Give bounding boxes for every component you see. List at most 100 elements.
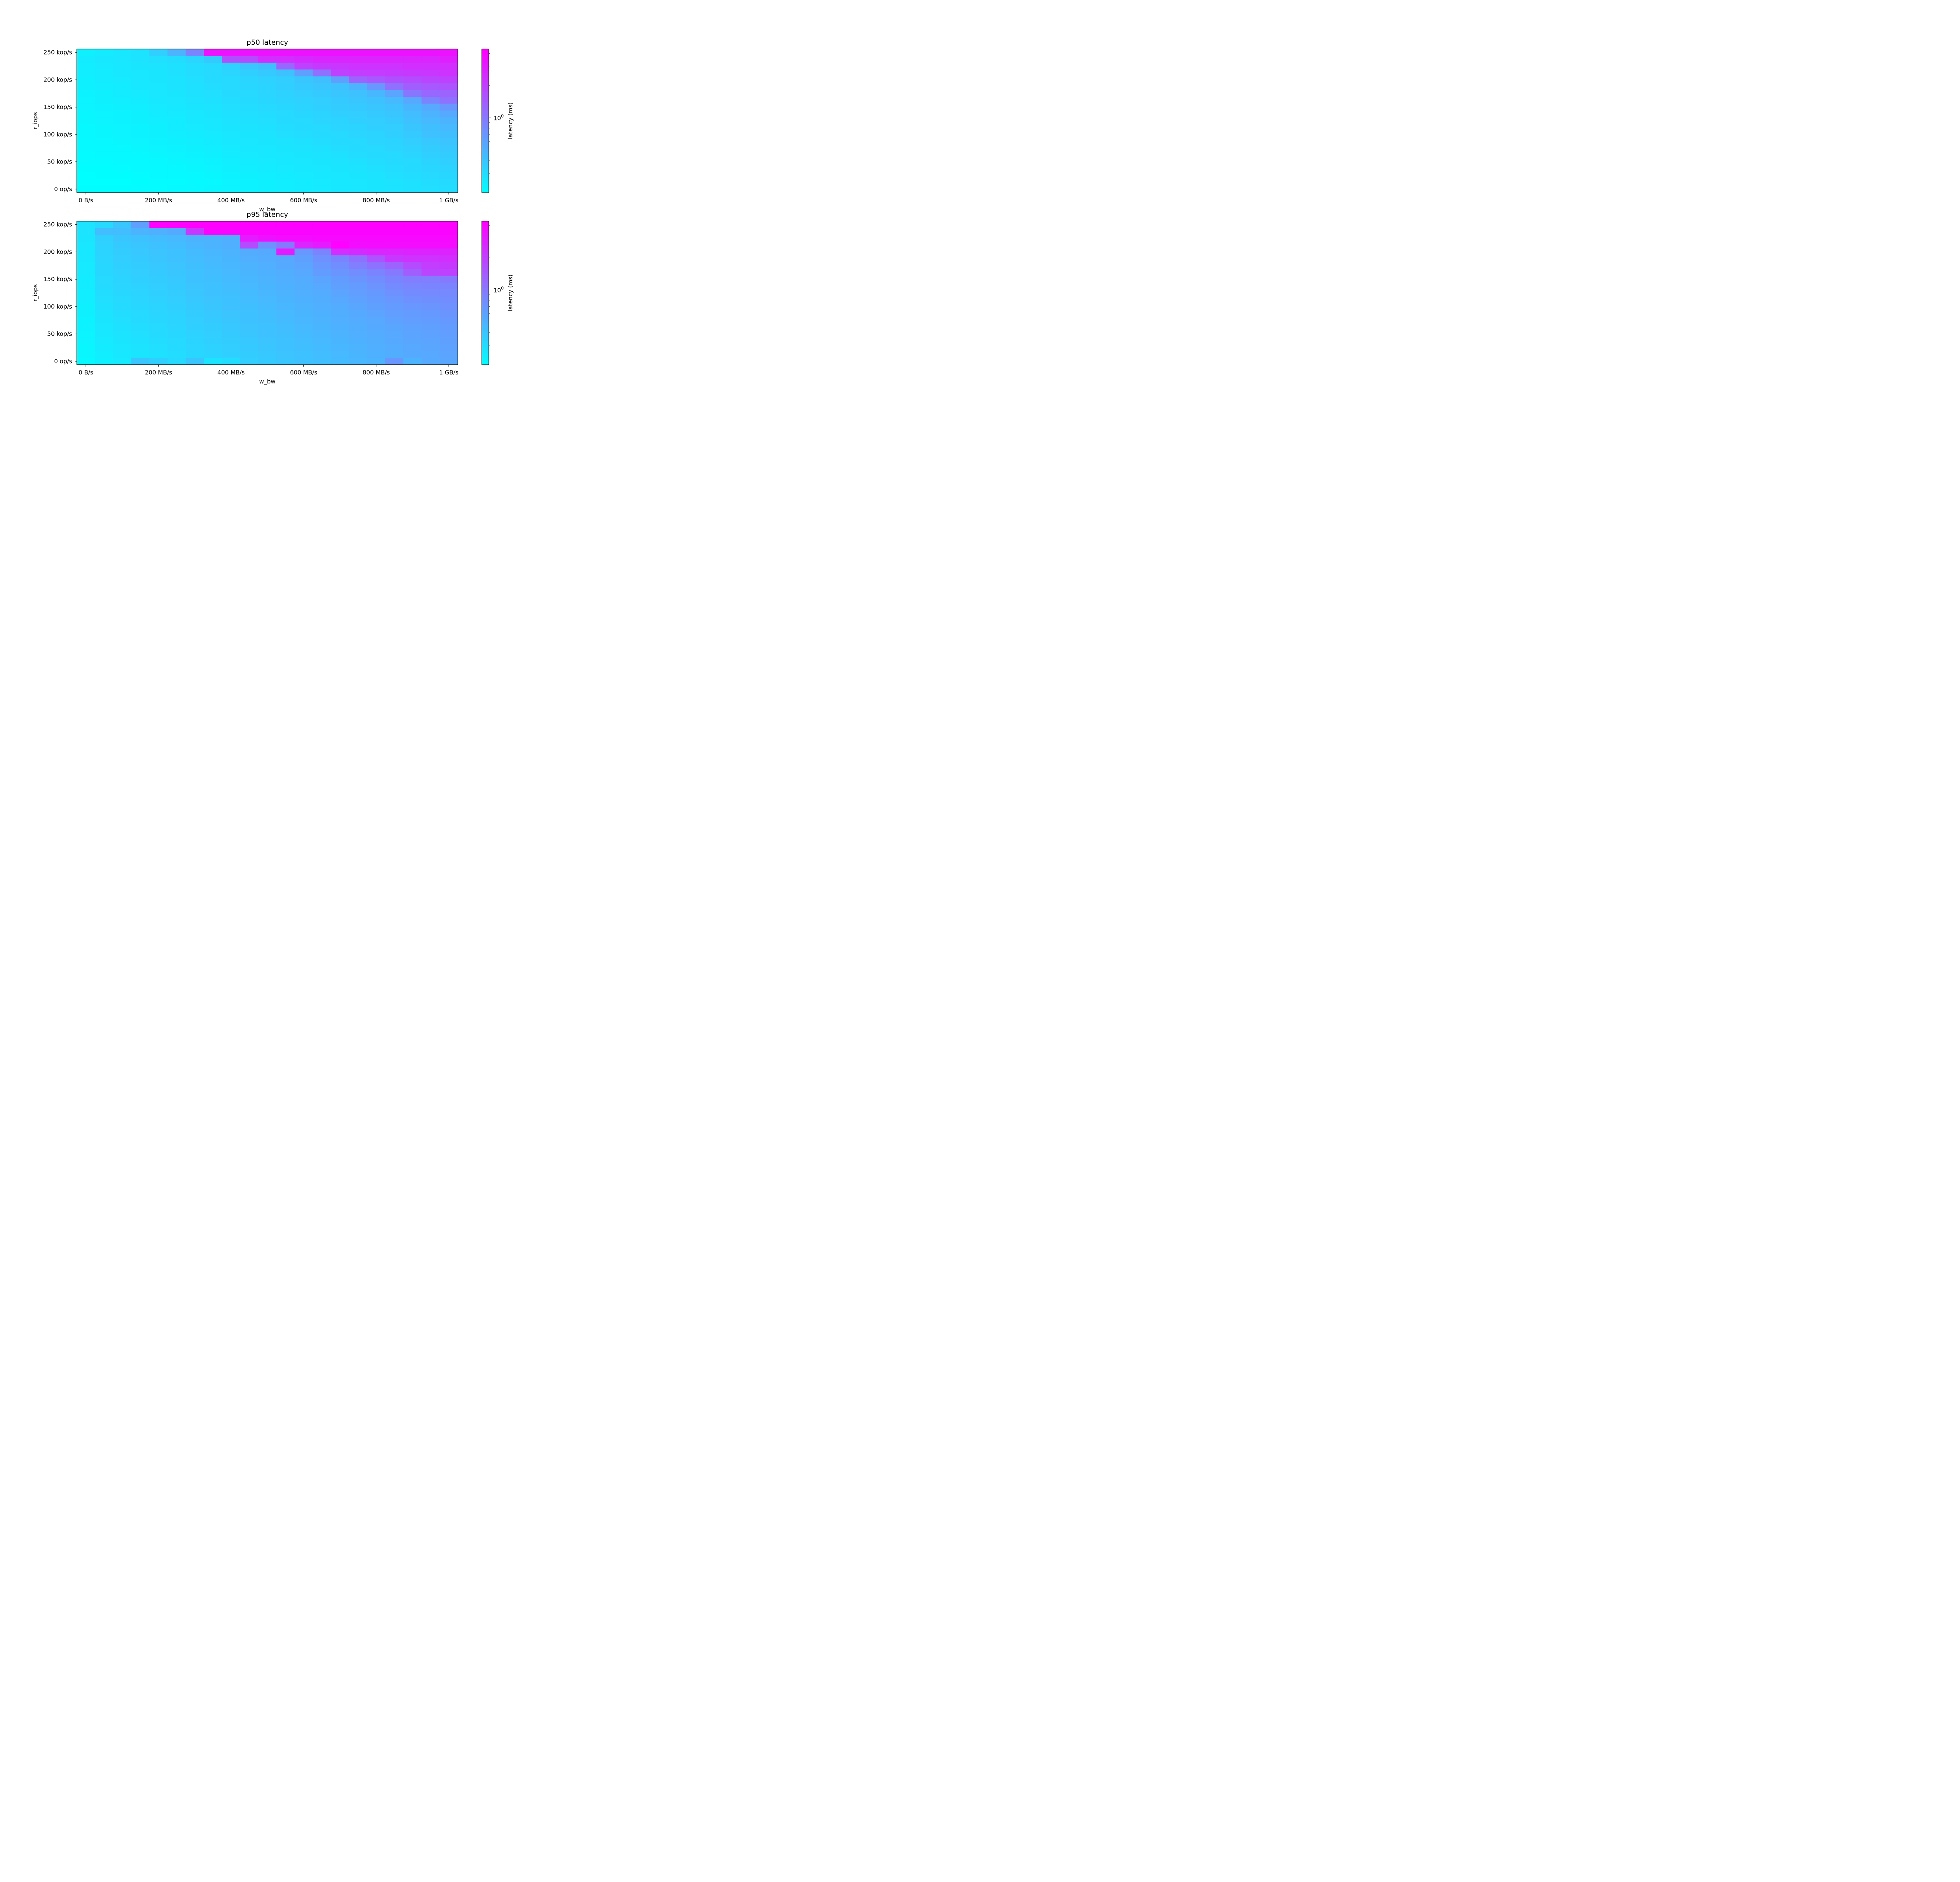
heatmap-cell	[77, 234, 95, 242]
heatmap-cell	[421, 179, 440, 186]
heatmap-cell	[385, 179, 404, 186]
heatmap-cell	[131, 145, 150, 152]
heatmap-cell	[312, 289, 331, 297]
heatmap-cell	[331, 289, 349, 297]
heatmap-cell	[185, 62, 204, 70]
heatmap-cell	[204, 351, 222, 358]
colorbar-segment	[482, 140, 489, 143]
heatmap-cell	[312, 145, 331, 152]
heatmap-cell	[222, 344, 241, 351]
heatmap-cell	[222, 49, 241, 56]
heatmap-cell	[331, 138, 349, 145]
heatmap-cell	[167, 138, 186, 145]
heatmap-cell	[276, 323, 295, 331]
heatmap-cell	[258, 323, 277, 331]
heatmap-cell	[95, 62, 114, 70]
heatmap-cell	[276, 104, 295, 111]
heatmap-cell	[185, 296, 204, 303]
heatmap-cell	[95, 296, 114, 303]
heatmap-cell	[185, 110, 204, 118]
heatmap-cell	[367, 62, 386, 70]
heatmap-cell	[403, 351, 422, 358]
heatmap-cell	[185, 151, 204, 159]
heatmap-cell	[77, 117, 95, 125]
x-tick-label: 0 B/s	[78, 369, 93, 376]
heatmap-cell	[77, 323, 95, 331]
heatmap-cell	[185, 83, 204, 91]
colorbar-segment	[482, 233, 489, 236]
heatmap-cell	[77, 344, 95, 351]
heatmap-cell	[349, 317, 368, 324]
heatmap-cell	[167, 56, 186, 63]
heatmap-cell	[385, 62, 404, 70]
colorbar-segment	[482, 154, 489, 157]
heatmap-cell	[331, 276, 349, 283]
heatmap-cell	[240, 185, 259, 193]
heatmap-cell	[95, 330, 114, 338]
colorbar-segment	[482, 352, 489, 356]
heatmap-cell	[113, 242, 132, 249]
heatmap-cell	[204, 269, 222, 276]
heatmap-cell	[149, 124, 168, 131]
heatmap-cell	[331, 234, 349, 242]
heatmap-cell	[77, 310, 95, 317]
heatmap-cell	[149, 131, 168, 138]
heatmap-cell	[204, 317, 222, 324]
heatmap-cell	[258, 172, 277, 179]
heatmap-cell	[240, 110, 259, 118]
heatmap-cell	[77, 138, 95, 145]
heatmap-cell	[258, 56, 277, 63]
heatmap-cell	[167, 104, 186, 111]
y-tick-label: 100 kop/s	[44, 131, 72, 138]
colorbar-segment	[482, 169, 489, 171]
heatmap-cell	[204, 228, 222, 235]
colorbar-segment	[482, 276, 489, 279]
heatmap-cell	[185, 131, 204, 138]
heatmap-cell	[131, 358, 150, 365]
heatmap-cell	[149, 117, 168, 125]
heatmap-cell	[331, 255, 349, 263]
heatmap-cell	[367, 262, 386, 269]
heatmap-cell	[331, 49, 349, 56]
heatmap-cell	[185, 282, 204, 290]
heatmap-cell	[131, 151, 150, 159]
heatmap-cell	[77, 269, 95, 276]
heatmap-cell	[113, 269, 132, 276]
heatmap-cell	[113, 262, 132, 269]
heatmap-cell	[240, 262, 259, 269]
heatmap-cell	[312, 248, 331, 256]
colorbar-segment	[482, 235, 489, 238]
heatmap-cell	[403, 49, 422, 56]
heatmap-cell	[294, 344, 313, 351]
colorbar-segment	[482, 97, 489, 100]
heatmap-cell	[113, 248, 132, 256]
heatmap-cell	[113, 330, 132, 338]
colorbar-segment	[482, 228, 489, 231]
heatmap-cell	[95, 179, 114, 186]
heatmap-cell	[312, 179, 331, 186]
heatmap-cell	[167, 124, 186, 131]
heatmap-cell	[276, 145, 295, 152]
heatmap-cell	[167, 296, 186, 303]
colorbar-segment	[482, 159, 489, 162]
heatmap-cell	[276, 62, 295, 70]
heatmap-cell	[312, 310, 331, 317]
heatmap-cell	[439, 104, 458, 111]
heatmap-cell	[421, 262, 440, 269]
heatmap-cell	[276, 131, 295, 138]
heatmap-cell	[385, 185, 404, 193]
colorbar-segment	[482, 54, 489, 56]
heatmap-cell	[439, 323, 458, 331]
heatmap-cell	[367, 228, 386, 235]
heatmap-cell	[312, 69, 331, 77]
heatmap-cell	[185, 49, 204, 56]
heatmap-cell	[276, 242, 295, 249]
heatmap-cell	[204, 330, 222, 338]
heatmap-cell	[258, 83, 277, 91]
heatmap-cell	[240, 131, 259, 138]
chart-title: p95 latency	[247, 211, 289, 219]
colorbar-segment	[482, 360, 489, 363]
heatmap-cell	[258, 358, 277, 365]
heatmap-cell	[331, 269, 349, 276]
heatmap-cell	[77, 131, 95, 138]
